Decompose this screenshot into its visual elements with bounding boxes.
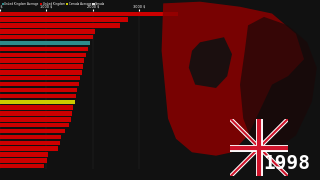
Bar: [0, 29, 95, 33]
Bar: [0, 76, 80, 80]
Bar: [0, 64, 83, 69]
Bar: [0, 94, 76, 98]
Polygon shape: [240, 17, 317, 152]
Text: 1998: 1998: [263, 154, 310, 173]
Bar: [0, 111, 72, 116]
Bar: [0, 17, 128, 22]
Bar: [0, 141, 60, 145]
Bar: [0, 53, 86, 57]
Bar: [0, 100, 75, 104]
Bar: [0, 41, 91, 45]
Bar: [0, 47, 88, 51]
Bar: [0, 129, 65, 133]
Bar: [0, 164, 44, 168]
Bar: [0, 35, 93, 39]
Bar: [0, 123, 69, 127]
Bar: [0, 152, 48, 157]
Polygon shape: [189, 37, 232, 88]
Bar: [0, 135, 61, 139]
Bar: [0, 105, 73, 110]
Bar: [0, 58, 84, 63]
Bar: [0, 158, 47, 163]
Bar: [0, 117, 70, 122]
Bar: [0, 12, 178, 16]
Polygon shape: [162, 2, 304, 156]
Legend: United Kingdom Average, United Kingdom, Canada Average, Canada: United Kingdom Average, United Kingdom, …: [1, 1, 106, 6]
Bar: [0, 70, 82, 75]
Bar: [0, 82, 79, 86]
Bar: [0, 88, 77, 92]
Bar: [0, 23, 120, 28]
Bar: [0, 147, 58, 151]
